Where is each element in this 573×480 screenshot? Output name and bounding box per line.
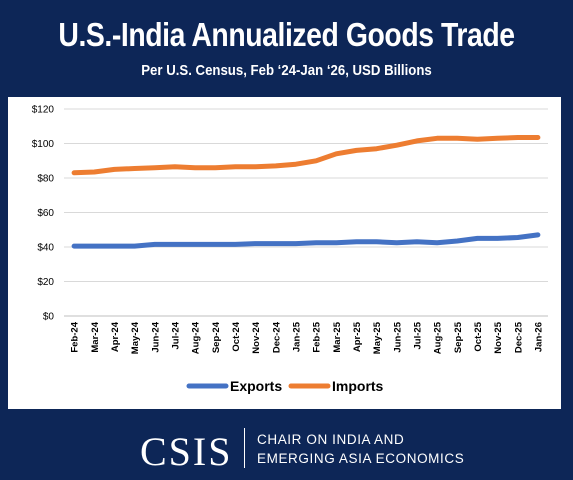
- x-tick-label: Apr-25: [352, 321, 363, 352]
- x-tick-label: Feb-25: [312, 321, 323, 352]
- x-tick-label: Dec-24: [271, 321, 282, 353]
- x-tick-label: Aug-25: [433, 321, 444, 354]
- x-tick-label: Jul-24: [170, 321, 181, 349]
- x-tick-label: Nov-25: [493, 321, 504, 353]
- x-tick-label: Sep-24: [211, 321, 222, 353]
- x-tick-label: Dec-25: [513, 321, 524, 353]
- x-tick-label: Jan-25: [291, 321, 302, 352]
- line-chart: $0 $20 $40 $60 $80 $100 $120 Feb-24 Mar-24 Apr-24…: [32, 105, 548, 394]
- y-tick-label: $0: [43, 312, 55, 323]
- csis-logo: CSIS: [140, 429, 233, 474]
- footer: [0, 420, 573, 480]
- x-tick-label: Jul-25: [412, 321, 423, 349]
- y-tick-label: $20: [37, 277, 54, 288]
- y-tick-label: $40: [37, 243, 54, 254]
- org-name-line-1: CHAIR ON INDIA AND: [257, 432, 405, 447]
- x-tick-label: Apr-24: [110, 321, 121, 352]
- x-tick-label: May-24: [130, 321, 141, 354]
- chart-subtitle: Per U.S. Census, Feb ‘24-Jan ‘26, USD Bi…: [141, 62, 432, 79]
- y-tick-label: $120: [32, 105, 55, 116]
- y-tick-label: $60: [37, 208, 54, 219]
- series-line-imports: [71, 135, 541, 176]
- x-tick-label: Mar-25: [332, 321, 343, 352]
- y-tick-label: $100: [32, 139, 55, 150]
- x-tick-label: Nov-24: [251, 321, 262, 353]
- chart-panel: $0 $20 $40 $60 $80 $100 $120 Feb-24 Mar-24 Apr-24…: [8, 97, 561, 409]
- x-tick-label: Jun-25: [392, 321, 403, 352]
- footer-divider: [244, 428, 245, 468]
- x-tick-label: Feb-24: [70, 321, 81, 352]
- x-tick-label: Aug-24: [191, 321, 202, 354]
- org-name-line-2: EMERGING ASIA ECONOMICS: [257, 451, 465, 466]
- x-tick-label: Jan-26: [533, 322, 544, 352]
- series-line-exports: [71, 232, 541, 249]
- x-tick-label: Sep-25: [453, 321, 464, 353]
- legend-label-imports: Imports: [332, 378, 384, 394]
- chart-title: U.S.-India Annualized Goods Trade: [58, 16, 515, 53]
- legend-label-exports: Exports: [230, 378, 282, 394]
- x-tick-label: Jun-24: [150, 321, 161, 352]
- x-tick-label: Mar-24: [90, 321, 101, 352]
- x-tick-label: Oct-24: [231, 321, 242, 351]
- y-tick-label: $80: [37, 174, 54, 185]
- x-tick-label: Oct-25: [473, 321, 484, 351]
- x-tick-label: May-25: [372, 321, 383, 354]
